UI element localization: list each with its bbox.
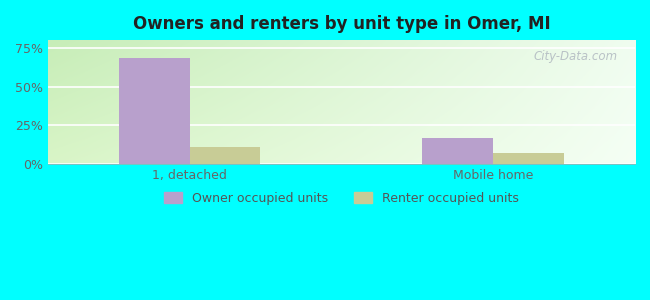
- Bar: [119, 58, 190, 164]
- Bar: [190, 147, 261, 164]
- Text: City-Data.com: City-Data.com: [533, 50, 618, 63]
- Bar: [493, 153, 564, 164]
- Bar: [422, 137, 493, 164]
- Title: Owners and renters by unit type in Omer, MI: Owners and renters by unit type in Omer,…: [133, 15, 551, 33]
- Legend: Owner occupied units, Renter occupied units: Owner occupied units, Renter occupied un…: [159, 187, 524, 210]
